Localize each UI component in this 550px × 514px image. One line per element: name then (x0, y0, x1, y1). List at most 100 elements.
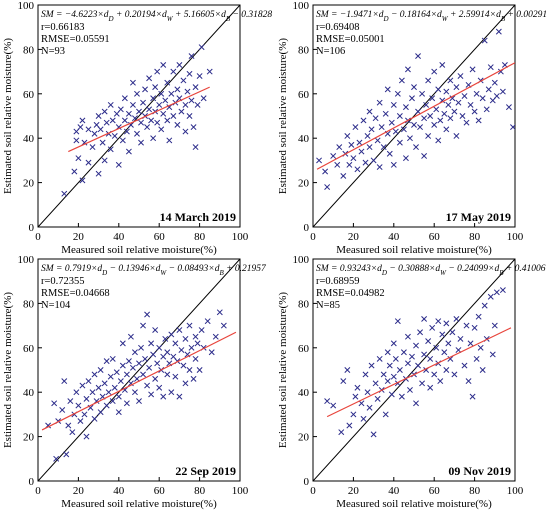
data-point-stroke (396, 367, 403, 373)
data-point (469, 66, 476, 73)
data-point (178, 347, 185, 353)
x-axis-title: Measured soil relative moisture(%) (61, 244, 217, 256)
data-point-stroke (148, 117, 155, 124)
data-point (413, 144, 419, 151)
data-point-stroke (382, 110, 389, 117)
data-point (85, 378, 92, 385)
data-point-stroke (390, 373, 397, 380)
data-point-stroke (53, 455, 60, 462)
y-tick-label: 60 (298, 89, 310, 101)
data-point (61, 190, 68, 197)
y-tick-label: 20 (298, 432, 310, 444)
data-point-stroke (198, 44, 205, 51)
data-point-stroke (421, 153, 428, 159)
data-point (402, 104, 409, 111)
data-point (101, 108, 108, 115)
data-point (192, 333, 199, 340)
data-point (409, 95, 415, 102)
data-point-stroke (121, 95, 128, 102)
data-point-stroke (431, 371, 438, 378)
data-point (119, 137, 126, 144)
data-point-stroke (79, 177, 86, 184)
data-point-stroke (164, 349, 171, 356)
data-point-stroke (119, 137, 126, 144)
data-point-stroke (152, 375, 159, 382)
x-tick-label: 100 (507, 231, 524, 243)
data-point-stroke (125, 148, 132, 155)
x-tick-label: 0 (310, 231, 316, 243)
data-point (396, 139, 403, 146)
data-point (85, 126, 92, 133)
data-point (121, 95, 128, 102)
data-point (176, 61, 183, 68)
data-point (182, 128, 189, 135)
data-point (89, 389, 96, 396)
data-point-stroke (354, 166, 361, 173)
data-point (376, 99, 383, 106)
data-point (97, 126, 104, 133)
data-point (457, 335, 464, 342)
data-point-stroke (404, 360, 411, 367)
data-point (344, 133, 351, 139)
data-point (324, 184, 331, 190)
data-point-stroke (220, 322, 227, 329)
data-point-stroke (384, 130, 391, 137)
data-point (164, 79, 171, 86)
data-point-stroke (61, 190, 68, 197)
data-point-stroke (180, 362, 187, 369)
data-point (129, 101, 136, 108)
data-point-stroke (398, 77, 405, 84)
data-point (475, 313, 482, 320)
data-point (220, 322, 227, 329)
data-point (91, 415, 98, 422)
data-point-stroke (119, 362, 126, 369)
data-point (182, 380, 189, 387)
data-point-stroke (182, 128, 189, 135)
data-point (154, 360, 161, 367)
data-point (423, 101, 430, 108)
data-point-stroke (168, 389, 175, 396)
data-point (392, 355, 399, 362)
data-point (483, 106, 490, 113)
data-point (129, 79, 136, 86)
y-tick-label: 80 (23, 44, 35, 56)
data-point-stroke (121, 387, 128, 393)
data-point-stroke (160, 61, 167, 68)
identity-line (313, 259, 515, 481)
data-point (491, 79, 498, 86)
data-point-stroke (445, 101, 452, 108)
data-point-stroke (400, 126, 407, 133)
data-point-stroke (386, 362, 393, 369)
data-point (156, 384, 163, 391)
data-point-stroke (182, 335, 189, 342)
data-point-stroke (190, 124, 197, 131)
data-point-stroke (172, 340, 179, 347)
data-point-stroke (324, 398, 331, 405)
data-point-stroke (370, 431, 377, 438)
data-point-stroke (505, 104, 512, 111)
data-point-stroke (91, 130, 98, 137)
data-point-stroke (415, 53, 421, 60)
data-point-stroke (69, 429, 76, 436)
data-point-stroke (491, 79, 498, 86)
data-point-stroke (324, 184, 331, 190)
data-point (425, 338, 432, 345)
y-tick-label: 40 (23, 387, 35, 399)
data-point (194, 340, 201, 347)
data-point-stroke (77, 124, 84, 131)
data-point (176, 393, 183, 400)
x-tick-label: 20 (73, 485, 85, 497)
data-point-stroke (495, 28, 502, 35)
data-point (109, 355, 116, 362)
data-point-stroke (129, 364, 136, 371)
data-point (142, 86, 149, 93)
data-point-stroke (443, 126, 450, 133)
data-point (344, 367, 351, 373)
data-point (415, 362, 421, 369)
data-point (83, 433, 90, 440)
x-axis-title: Measured soil relative moisture(%) (61, 498, 217, 510)
data-point-stroke (97, 367, 104, 373)
data-point-stroke (362, 159, 369, 166)
data-point (103, 402, 110, 409)
data-point-stroke (392, 128, 399, 135)
